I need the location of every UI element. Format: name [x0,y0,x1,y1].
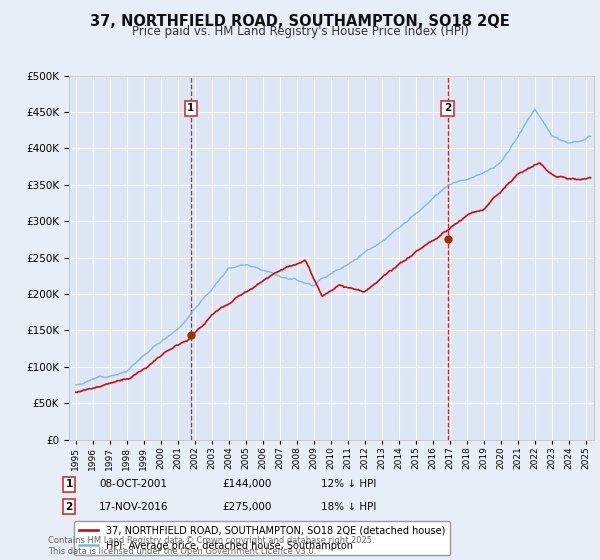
Text: 1: 1 [187,104,194,113]
Text: 12% ↓ HPI: 12% ↓ HPI [321,479,376,489]
Text: 18% ↓ HPI: 18% ↓ HPI [321,502,376,512]
Text: £144,000: £144,000 [222,479,271,489]
Text: 1: 1 [65,479,73,489]
Text: 17-NOV-2016: 17-NOV-2016 [99,502,169,512]
Text: £275,000: £275,000 [222,502,271,512]
Text: Price paid vs. HM Land Registry's House Price Index (HPI): Price paid vs. HM Land Registry's House … [131,25,469,38]
Legend: 37, NORTHFIELD ROAD, SOUTHAMPTON, SO18 2QE (detached house), HPI: Average price,: 37, NORTHFIELD ROAD, SOUTHAMPTON, SO18 2… [74,521,450,556]
Text: 2: 2 [444,104,451,113]
Text: 2: 2 [65,502,73,512]
Text: Contains HM Land Registry data © Crown copyright and database right 2025.
This d: Contains HM Land Registry data © Crown c… [48,536,374,556]
Text: 37, NORTHFIELD ROAD, SOUTHAMPTON, SO18 2QE: 37, NORTHFIELD ROAD, SOUTHAMPTON, SO18 2… [90,14,510,29]
Text: 08-OCT-2001: 08-OCT-2001 [99,479,167,489]
